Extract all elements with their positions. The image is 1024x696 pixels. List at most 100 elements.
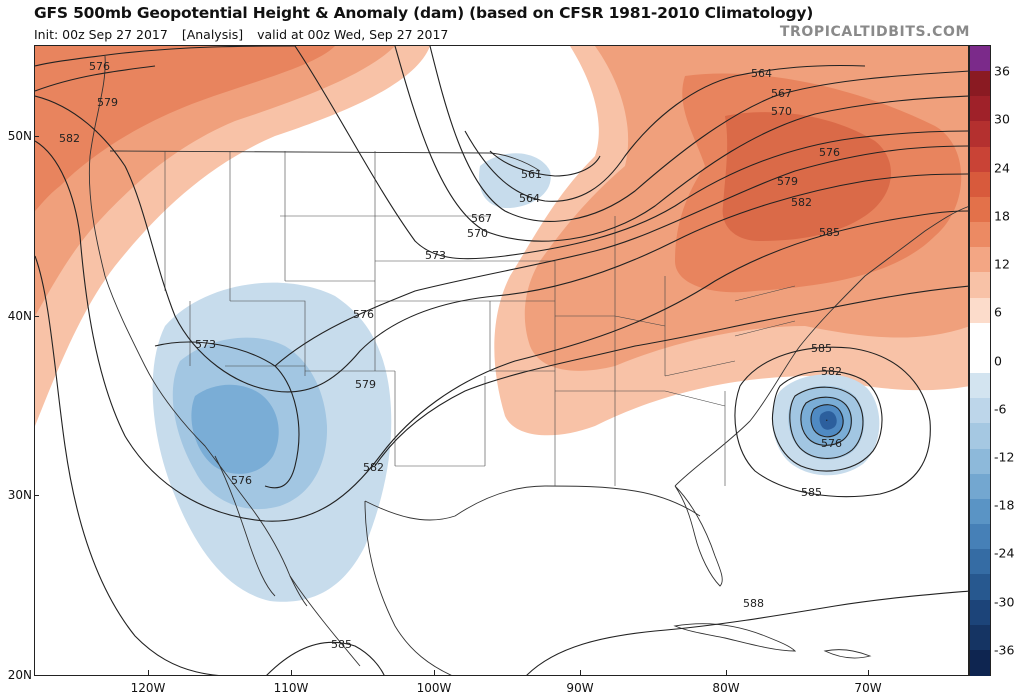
cuba-outline: [673, 623, 797, 652]
contour-label: 570: [467, 227, 488, 240]
colorbar-segment: [970, 297, 990, 324]
contour-label: 579: [777, 175, 798, 188]
contour-label: 585: [811, 342, 832, 355]
anomaly-neg-18-southwest: [191, 384, 279, 474]
colorbar-segment: [970, 322, 990, 349]
lon-tick: [291, 670, 292, 675]
colorbar-label: -30: [994, 594, 1015, 610]
anomaly-pos-24-east: [722, 112, 892, 241]
lon-tick: [726, 670, 727, 675]
contour-label: 585: [819, 226, 840, 239]
gulf-coastline: [364, 485, 701, 521]
contour-label: 576: [821, 437, 842, 450]
lat-label: 30N: [7, 488, 32, 502]
lon-label: 70W: [854, 681, 882, 695]
us-canada-border: [109, 150, 541, 172]
contour-579: [35, 95, 968, 393]
lon-tick: [580, 670, 581, 675]
lat-tick: [34, 136, 39, 137]
contour-567: [429, 46, 968, 222]
contour-label: 567: [471, 212, 492, 225]
colorbar-label: -6: [994, 401, 1007, 417]
contour-576: [154, 145, 968, 489]
colorbar-segment: [970, 448, 990, 475]
contour-label: 567: [771, 87, 792, 100]
contour-labels: 576 579 582 564 567 570 576 579 582 585 …: [59, 60, 842, 651]
colorbar-label: -12: [994, 449, 1015, 465]
contour-573: [294, 46, 968, 260]
lat-label: 40N: [7, 309, 32, 323]
contour-585-south: [266, 641, 385, 675]
colorbar-segment: [970, 498, 990, 525]
contour-label: 579: [355, 378, 376, 391]
lon-tick: [434, 670, 435, 675]
anomaly-colorbar: [969, 45, 991, 676]
colorbar-segment: [970, 398, 990, 424]
positive-anomaly-shading: [35, 46, 968, 436]
colorbar-segment: [970, 71, 990, 97]
contour-573-ring: [810, 404, 844, 438]
contour-label: 582: [59, 132, 80, 145]
mexico-coastline: [289, 500, 452, 675]
colorbar-label: -24: [994, 545, 1015, 561]
contour-label: 585: [331, 638, 352, 651]
colorbar-label: -18: [994, 497, 1015, 513]
east-coastline: [674, 206, 968, 487]
height-anomaly-map: 576 579 582 564 567 570 576 579 582 585 …: [35, 46, 968, 675]
colorbar-label: 30: [994, 111, 1010, 127]
contour-579-ring: [789, 386, 864, 459]
contour-588: [526, 590, 968, 675]
colorbar-label: -36: [994, 642, 1015, 658]
contour-582: [35, 140, 968, 522]
colorbar-segment: [970, 423, 990, 450]
contour-label: 576: [353, 308, 374, 321]
colorbar-segment: [970, 196, 990, 223]
contour-585-ring: [734, 346, 931, 498]
baja-coastline: [214, 455, 276, 597]
valid-time: valid at 00z Wed, Sep 27 2017: [257, 27, 449, 42]
contour-label: 570: [771, 105, 792, 118]
colorbar-segment: [970, 121, 990, 148]
map-title: GFS 500mb Geopotential Height & Anomaly …: [34, 4, 814, 22]
florida-coastline: [674, 485, 723, 587]
colorbar-segment: [970, 146, 990, 173]
contour-label: 576: [819, 146, 840, 159]
contour-582-ring: [771, 370, 883, 472]
colorbar-segment: [970, 171, 990, 198]
colorbar-label: 0: [994, 353, 1002, 368]
lon-tick: [868, 670, 869, 675]
colorbar-segment: [970, 549, 990, 575]
colorbar-segment: [970, 96, 990, 123]
contour-564-w: [35, 65, 156, 92]
contour-label: 579: [97, 96, 118, 109]
colorbar-label: 18: [994, 208, 1010, 224]
contour-576-ring: [800, 396, 852, 446]
colorbar-segment: [970, 574, 990, 601]
init-time: Init: 00z Sep 27 2017: [34, 27, 168, 42]
colorbar-label: 12: [994, 256, 1010, 272]
lat-label: 20N: [7, 668, 32, 682]
geographic-borders: [88, 55, 968, 675]
lat-label: 50N: [7, 129, 32, 143]
contour-label: 576: [231, 474, 252, 487]
lon-label: 120W: [130, 681, 166, 695]
colorbar-label: 36: [994, 63, 1010, 79]
map-subtitle: Init: 00z Sep 27 2017 [Analysis] valid a…: [34, 27, 458, 42]
lat-tick: [34, 316, 39, 317]
colorbar-segment: [970, 524, 990, 550]
contour-label: 582: [791, 196, 812, 209]
contour-label: 564: [751, 67, 772, 80]
lon-label: 110W: [273, 681, 309, 695]
colorbar-segment: [970, 247, 990, 274]
lon-label: 100W: [416, 681, 452, 695]
lat-tick: [34, 495, 39, 496]
lon-tick: [148, 670, 149, 675]
contour-label: 564: [519, 192, 540, 205]
colorbar-segment: [970, 272, 990, 299]
anomaly-neg-30-atlantic: [819, 411, 837, 430]
colorbar-segment: [970, 347, 990, 374]
contour-label: 588: [743, 597, 764, 610]
contour-label: 573: [195, 338, 216, 351]
contour-label: 582: [821, 365, 842, 378]
map-panel: 576 579 582 564 567 570 576 579 582 585 …: [34, 45, 969, 676]
